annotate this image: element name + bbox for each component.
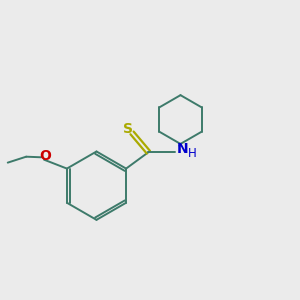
Text: H: H: [188, 147, 197, 160]
Text: O: O: [40, 149, 51, 163]
Text: S: S: [123, 122, 133, 136]
Text: N: N: [177, 142, 189, 156]
